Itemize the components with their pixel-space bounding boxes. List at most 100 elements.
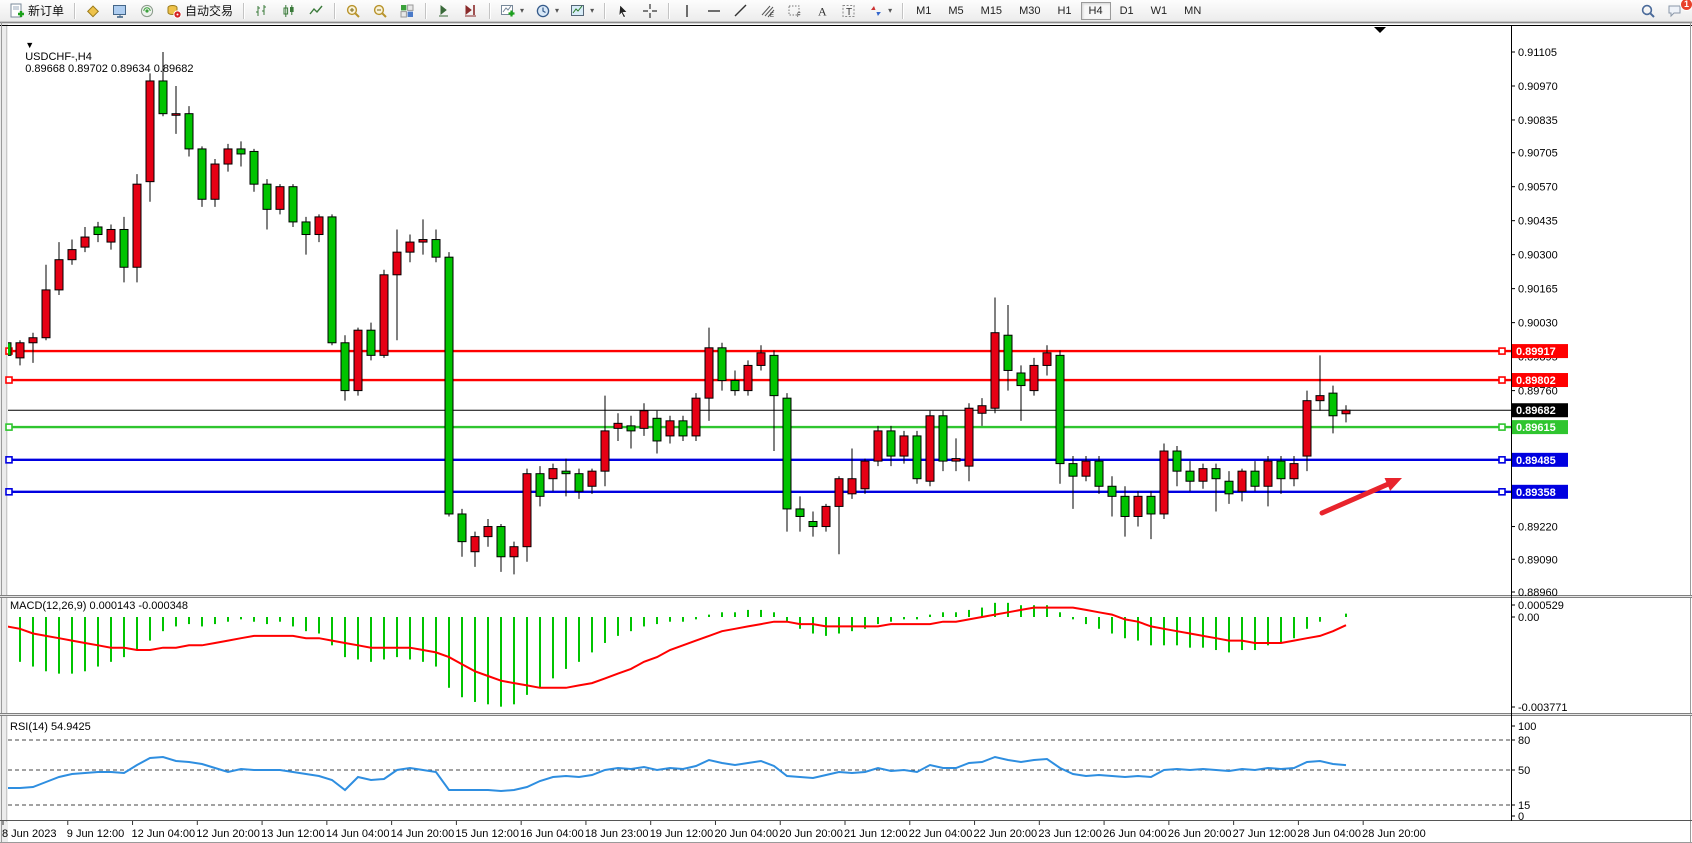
trendline-button[interactable]: [728, 1, 754, 21]
notification-badge: 1: [1679, 0, 1692, 11]
chart-shift-marker-icon[interactable]: [1374, 27, 1386, 33]
search-button[interactable]: [1635, 1, 1661, 21]
symbol-period-label: USDCHF-,H4: [25, 51, 92, 63]
vline-button[interactable]: [674, 1, 700, 21]
candle: [223, 148, 233, 165]
candle: [1133, 495, 1143, 517]
time-axis[interactable]: 8 Jun 2023 9 Jun 12:00 12 Jun 04:00 12 Jun …: [2, 821, 1426, 840]
toolbar-separator: [243, 2, 245, 19]
diamond-icon: [87, 4, 100, 17]
templates-button[interactable]: ▾: [565, 1, 599, 21]
toolbar-separator: [668, 2, 670, 19]
macd-pane[interactable]: [7, 602, 1347, 707]
fibo-expansion-button[interactable]: F: [782, 1, 808, 21]
chart-title: ▼ USDCHF-,H4 0.89668 0.89702 0.89634 0.8…: [13, 27, 193, 87]
candlesticks[interactable]: [3, 52, 1351, 575]
new-order-button[interactable]: 新订单: [4, 1, 69, 21]
candle: [470, 536, 480, 553]
candle: [314, 216, 324, 236]
svg-text:0.89220: 0.89220: [1518, 522, 1558, 534]
dropdown-arrow-icon[interactable]: ▾: [590, 6, 595, 15]
candle: [1328, 392, 1338, 417]
indicator-icon: [501, 4, 515, 16]
svg-text:50: 50: [1518, 765, 1530, 777]
dropdown-arrow-icon[interactable]: ▾: [520, 6, 525, 15]
crosshair-button[interactable]: [637, 1, 663, 21]
candle-chart-button[interactable]: [276, 1, 302, 21]
new-order-button-label: 新订单: [28, 4, 65, 18]
candle: [275, 186, 285, 210]
candle: [1016, 372, 1026, 387]
candle: [184, 113, 194, 150]
timeframe-h4-button[interactable]: H4: [1080, 1, 1111, 20]
text-label-button[interactable]: T: [836, 1, 862, 21]
candle: [925, 415, 935, 482]
timeframe-m5-button[interactable]: M5: [948, 4, 964, 17]
candle: [379, 274, 389, 356]
line-chart-button[interactable]: [303, 1, 329, 21]
candle: [808, 521, 818, 528]
candle: [145, 80, 155, 183]
dropdown-arrow-icon[interactable]: ▾: [888, 6, 893, 15]
vline-icon: [686, 4, 688, 17]
autotrading-button-label: 自动交易: [185, 4, 234, 18]
timeframe-w1-button[interactable]: W1: [1150, 4, 1168, 17]
candles-icon: [283, 4, 294, 17]
rsi-line: [8, 755, 1347, 793]
candle: [652, 417, 662, 442]
hline-button[interactable]: [701, 1, 727, 21]
candle: [8, 342, 12, 356]
cursor-button[interactable]: [610, 1, 636, 21]
auto-scroll-button[interactable]: [431, 1, 457, 21]
signal-icon: [140, 4, 154, 17]
horizontal-lines[interactable]: [5, 347, 1511, 496]
candle: [938, 415, 948, 462]
timeframe-m15-button[interactable]: M15: [980, 4, 1003, 17]
svg-text:21 Jun 12:00: 21 Jun 12:00: [844, 828, 908, 840]
bar-chart-button[interactable]: [249, 1, 275, 21]
svg-text:0.90300: 0.90300: [1518, 250, 1558, 262]
tile-windows-button[interactable]: [394, 1, 420, 21]
svg-text:0.90970: 0.90970: [1518, 81, 1558, 93]
arrows-button[interactable]: ▾: [863, 1, 897, 21]
candle: [899, 435, 909, 457]
timeframe-m30-button[interactable]: M30: [1019, 4, 1041, 17]
market-watch-button[interactable]: [107, 1, 133, 21]
candle: [860, 460, 870, 490]
indicators-button[interactable]: ▾: [495, 1, 529, 21]
collapse-arrow-icon[interactable]: ▼: [25, 40, 35, 50]
svg-text:9 Jun 12:00: 9 Jun 12:00: [67, 828, 125, 840]
zoom-in-button[interactable]: [340, 1, 366, 21]
monitor-icon: [113, 4, 127, 18]
signals-button[interactable]: [134, 1, 160, 21]
linechart-icon: [309, 5, 323, 14]
notifications-button[interactable]: 1: [1662, 0, 1692, 21]
dropdown-arrow-icon[interactable]: ▾: [555, 6, 560, 15]
timeframe-h1-button[interactable]: H1: [1057, 4, 1072, 17]
candle: [418, 239, 428, 243]
periods-button[interactable]: ▾: [530, 1, 564, 21]
profiles-button[interactable]: [80, 1, 106, 21]
timeframe-m1-button[interactable]: M1: [916, 4, 932, 17]
autotrading-button[interactable]: 自动交易: [161, 1, 238, 21]
chart-shift-button[interactable]: [458, 1, 484, 21]
hline-icon: [708, 9, 721, 12]
text-button[interactable]: A: [809, 1, 835, 21]
timeframe-mn-button[interactable]: MN: [1184, 4, 1202, 17]
candle: [301, 221, 311, 236]
candle: [600, 430, 610, 472]
candle: [1185, 470, 1195, 482]
chartshift-icon: [465, 4, 477, 16]
chart-canvas[interactable]: 0.91105 0.90970 0.90835 0.90705 0.90570 0.904…: [0, 22, 1692, 843]
candle: [1211, 468, 1221, 480]
rsi-pane[interactable]: [7, 739, 1511, 806]
arrow-annotation[interactable]: [1319, 478, 1402, 516]
timeframe-d1-button[interactable]: D1: [1119, 4, 1134, 17]
svg-text:0.89090: 0.89090: [1518, 554, 1558, 566]
rsi-indicator-label: RSI(14) 54.9425: [10, 721, 91, 733]
fibo-button[interactable]: E: [755, 1, 781, 21]
candle: [1146, 495, 1156, 515]
candle: [704, 347, 714, 399]
candle: [366, 329, 376, 356]
zoom-out-button[interactable]: [367, 1, 393, 21]
